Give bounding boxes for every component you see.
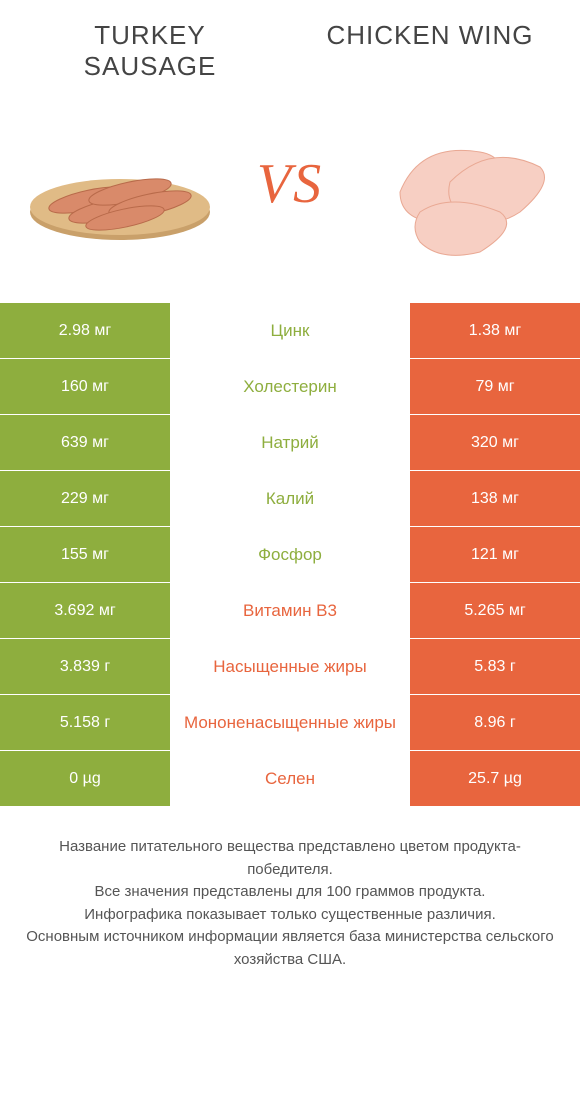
right-value-cell: 5.265 мг bbox=[410, 583, 580, 638]
table-row: 155 мгФосфор121 мг bbox=[0, 526, 580, 582]
comparison-table: 2.98 мгЦинк1.38 мг160 мгХолестерин79 мг6… bbox=[0, 302, 580, 806]
nutrient-label: Натрий bbox=[170, 415, 410, 470]
left-value-cell: 0 µg bbox=[0, 751, 170, 806]
nutrient-label: Витамин B3 bbox=[170, 583, 410, 638]
right-product-image bbox=[360, 112, 560, 272]
table-row: 229 мгКалий138 мг bbox=[0, 470, 580, 526]
nutrient-label: Цинк bbox=[170, 303, 410, 358]
nutrient-label: Насыщенные жиры bbox=[170, 639, 410, 694]
footer-line-3: Инфографика показывает только существенн… bbox=[20, 904, 560, 927]
nutrient-label: Калий bbox=[170, 471, 410, 526]
footer-notes: Название питательного вещества представл… bbox=[0, 806, 580, 971]
sausage-icon bbox=[20, 122, 220, 262]
footer-line-2: Все значения представлены для 100 граммо… bbox=[20, 881, 560, 904]
nutrient-label: Селен bbox=[170, 751, 410, 806]
left-value-cell: 5.158 г bbox=[0, 695, 170, 750]
left-product-title: TURKEY SAUSAGE bbox=[40, 20, 260, 82]
table-row: 160 мгХолестерин79 мг bbox=[0, 358, 580, 414]
right-value-cell: 320 мг bbox=[410, 415, 580, 470]
right-value-cell: 1.38 мг bbox=[410, 303, 580, 358]
header-row: TURKEY SAUSAGE CHICKEN WING bbox=[0, 0, 580, 92]
left-value-cell: 3.692 мг bbox=[0, 583, 170, 638]
chicken-wing-icon bbox=[360, 112, 560, 272]
right-value-cell: 25.7 µg bbox=[410, 751, 580, 806]
right-value-cell: 5.83 г bbox=[410, 639, 580, 694]
table-row: 0 µgСелен25.7 µg bbox=[0, 750, 580, 806]
vs-label: VS bbox=[257, 152, 323, 216]
nutrient-label: Холестерин bbox=[170, 359, 410, 414]
right-value-cell: 79 мг bbox=[410, 359, 580, 414]
table-row: 3.692 мгВитамин B35.265 мг bbox=[0, 582, 580, 638]
left-product-image bbox=[20, 112, 220, 272]
right-value-cell: 138 мг bbox=[410, 471, 580, 526]
table-row: 5.158 гМононенасыщенные жиры8.96 г bbox=[0, 694, 580, 750]
left-value-cell: 155 мг bbox=[0, 527, 170, 582]
left-value-cell: 639 мг bbox=[0, 415, 170, 470]
left-value-cell: 229 мг bbox=[0, 471, 170, 526]
nutrient-label: Фосфор bbox=[170, 527, 410, 582]
table-row: 3.839 гНасыщенные жиры5.83 г bbox=[0, 638, 580, 694]
right-value-cell: 121 мг bbox=[410, 527, 580, 582]
footer-line-1: Название питательного вещества представл… bbox=[20, 836, 560, 881]
images-row: VS bbox=[0, 92, 580, 302]
table-row: 639 мгНатрий320 мг bbox=[0, 414, 580, 470]
right-value-cell: 8.96 г bbox=[410, 695, 580, 750]
left-value-cell: 160 мг bbox=[0, 359, 170, 414]
footer-line-4: Основным источником информации является … bbox=[20, 926, 560, 971]
right-product-title: CHICKEN WING bbox=[320, 20, 540, 82]
left-value-cell: 3.839 г bbox=[0, 639, 170, 694]
table-row: 2.98 мгЦинк1.38 мг bbox=[0, 302, 580, 358]
nutrient-label: Мононенасыщенные жиры bbox=[170, 695, 410, 750]
left-value-cell: 2.98 мг bbox=[0, 303, 170, 358]
